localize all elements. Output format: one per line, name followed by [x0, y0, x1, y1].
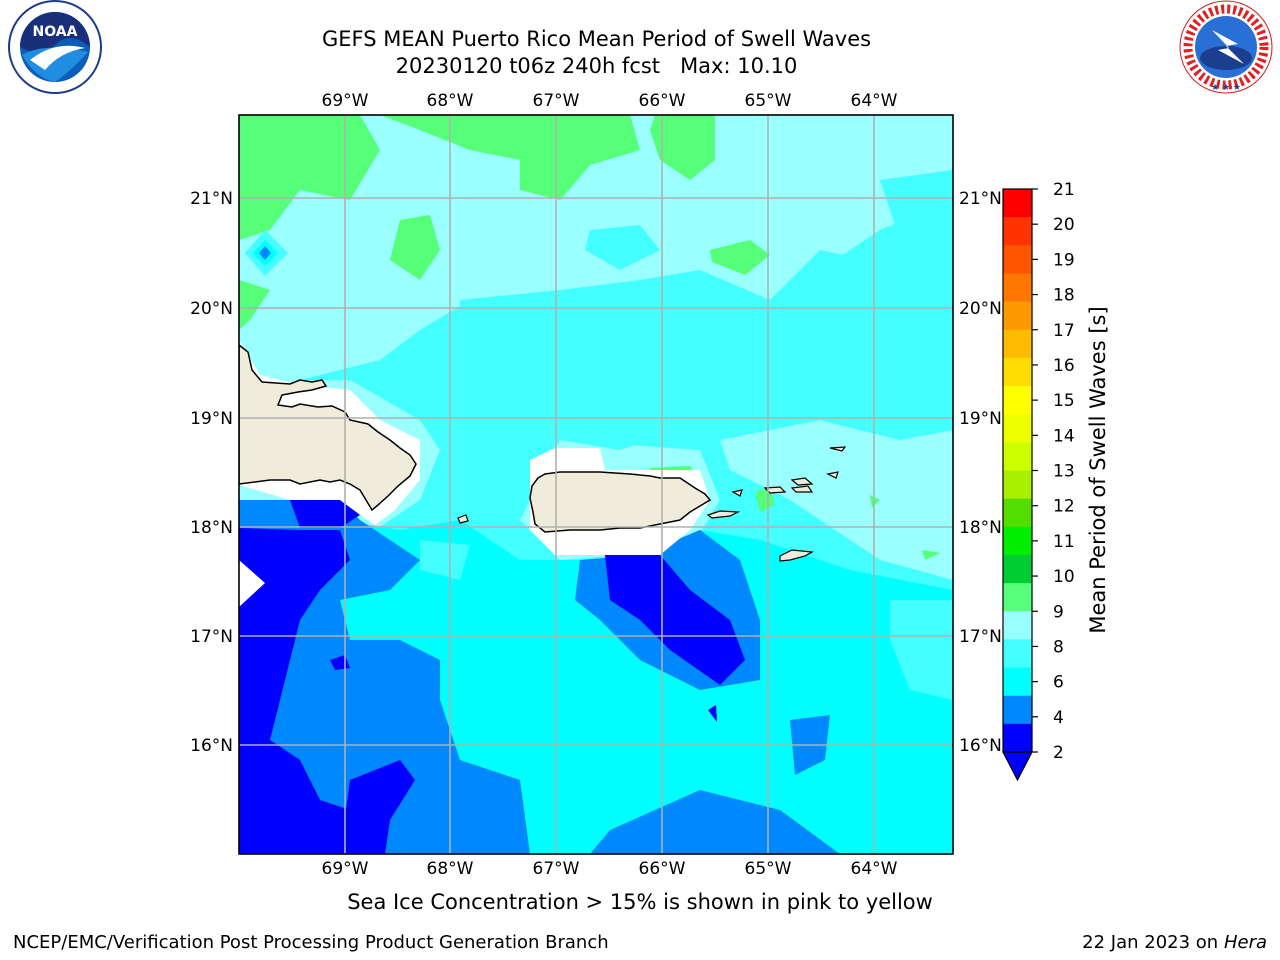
colorbar-tick-label: 6 [1053, 673, 1064, 693]
lon-label-top: 66°W [639, 91, 686, 111]
colorbar-segment [1003, 583, 1032, 612]
sea-ice-caption: Sea Ice Concentration > 15% is shown in … [347, 890, 933, 914]
lat-label-right: 21°N [959, 189, 1002, 209]
colorbar-segment [1003, 189, 1032, 218]
colorbar-tick-label: 19 [1053, 250, 1075, 270]
lon-label-bottom: 68°W [427, 859, 474, 879]
lon-label-top: 64°W [851, 91, 898, 111]
svg-text:★ ★ ★: ★ ★ ★ [1211, 83, 1241, 93]
colorbar-tick-label: 10 [1053, 567, 1075, 587]
longitude-labels-top: 69°W 68°W 67°W 66°W 65°W 64°W [322, 91, 898, 111]
lon-label-bottom: 64°W [851, 859, 898, 879]
footer-date-text: 22 Jan 2023 on [1082, 932, 1224, 953]
lon-label-bottom: 69°W [322, 859, 369, 879]
colorbar-segment [1003, 611, 1032, 640]
lat-label-right: 17°N [959, 627, 1002, 647]
colorbar-segment [1003, 273, 1032, 303]
lon-label-top: 65°W [745, 91, 792, 111]
colorbar-tick-label: 20 [1053, 215, 1075, 235]
lat-label-right: 16°N [959, 736, 1002, 756]
colorbar: 21 20 19 18 17 16 15 14 13 12 11 10 9 8 6 4 2 [1002, 180, 1075, 782]
colorbar-tick-label: 14 [1053, 426, 1075, 446]
colorbar-segment [1003, 217, 1032, 246]
lat-label-right: 18°N [959, 518, 1002, 538]
colorbar-segment [1003, 639, 1032, 669]
colorbar-segment [1003, 723, 1032, 753]
colorbar-tick-label: 17 [1053, 321, 1075, 341]
colorbar-tick-label: 4 [1053, 708, 1064, 728]
colorbar-tick-label: 8 [1053, 637, 1064, 657]
nws-logo: ★ ★ ★ [1179, 0, 1273, 94]
lon-label-bottom: 65°W [745, 859, 792, 879]
latitude-labels-left: 21°N 20°N 19°N 18°N 17°N 16°N [190, 189, 233, 756]
colorbar-segment [1003, 526, 1032, 556]
colorbar-segment [1003, 329, 1032, 359]
swell-period-field [239, 115, 953, 854]
colorbar-segment [1003, 357, 1032, 387]
longitude-labels-bottom: 69°W 68°W 67°W 66°W 65°W 64°W [322, 859, 898, 879]
colorbar-tick-label: 13 [1053, 462, 1075, 482]
lon-label-bottom: 67°W [533, 859, 580, 879]
colorbar-segment [1003, 442, 1032, 471]
colorbar-segment [1003, 667, 1032, 697]
footer-machine: Hera [1223, 932, 1267, 953]
colorbar-segment [1003, 695, 1032, 725]
noaa-logo-text: NOAA [33, 24, 78, 40]
colorbar-segment [1003, 301, 1032, 331]
colorbar-extend-triangle [1002, 751, 1033, 782]
lat-label-left: 16°N [190, 736, 233, 756]
lat-label-left: 20°N [190, 299, 233, 319]
chart-title: GEFS MEAN Puerto Rico Mean Period of Swe… [321, 27, 872, 51]
lon-label-top: 68°W [427, 91, 474, 111]
colorbar-tick-label: 12 [1053, 497, 1075, 517]
graticule [239, 115, 953, 854]
footer-credit: NCEP/EMC/Verification Post Processing Pr… [13, 932, 609, 953]
lon-label-bottom: 66°W [639, 859, 686, 879]
colorbar-tick-label: 11 [1053, 532, 1075, 552]
lat-label-right: 19°N [959, 409, 1002, 429]
colorbar-tick-label: 9 [1053, 602, 1064, 622]
lat-label-left: 19°N [190, 409, 233, 429]
colorbar-segment [1003, 498, 1032, 528]
lon-label-top: 69°W [322, 91, 369, 111]
chart-subtitle: 20230120 t06z 240h fcst Max: 10.10 [395, 54, 798, 78]
colorbar-segment [1003, 554, 1032, 584]
colorbar-tick-label: 21 [1053, 180, 1075, 200]
noaa-logo: NOAA [8, 0, 102, 94]
lat-label-left: 18°N [190, 518, 233, 538]
footer-date: 22 Jan 2023 on Hera [1082, 932, 1267, 953]
lat-label-right: 20°N [959, 299, 1002, 319]
colorbar-segment [1003, 245, 1032, 274]
colorbar-tick-label: 2 [1053, 743, 1064, 763]
lat-label-left: 17°N [190, 627, 233, 647]
lon-label-top: 67°W [533, 91, 580, 111]
colorbar-tick-label: 18 [1053, 286, 1075, 306]
colorbar-segment [1003, 470, 1032, 500]
colorbar-segment [1003, 414, 1032, 443]
latitude-labels-right: 21°N 20°N 19°N 18°N 17°N 16°N [959, 189, 1002, 756]
colorbar-tick-label: 16 [1053, 356, 1075, 376]
colorbar-label: Mean Period of Swell Waves [s] [1086, 306, 1110, 633]
map-frame [238, 114, 954, 855]
lat-label-left: 21°N [190, 189, 233, 209]
colorbar-tick-label: 15 [1053, 391, 1075, 411]
colorbar-segment [1003, 386, 1032, 415]
